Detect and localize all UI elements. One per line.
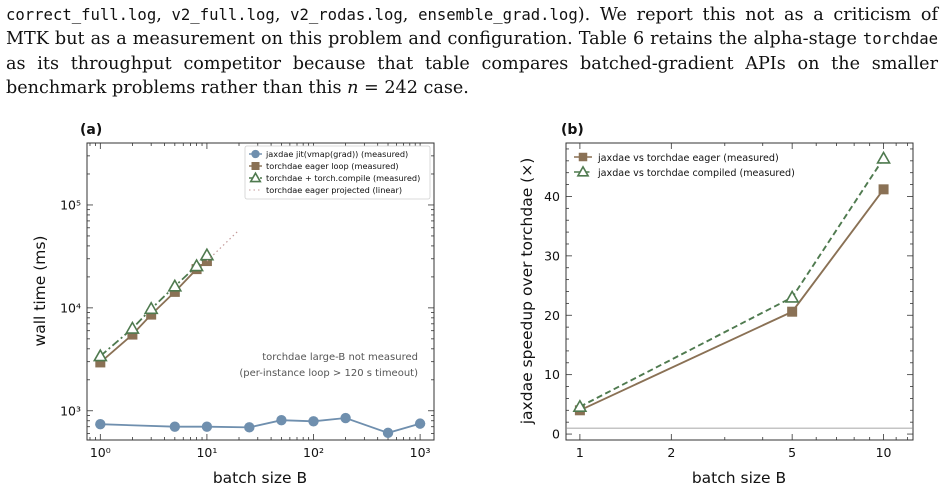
y-tick-label: 10⁵ bbox=[60, 197, 81, 212]
data-point bbox=[191, 264, 202, 275]
series-line bbox=[99, 260, 208, 364]
data-point bbox=[95, 357, 106, 368]
plot-b-frame bbox=[565, 142, 914, 441]
data-point bbox=[244, 422, 255, 433]
log-file-name: v2_rodas.log bbox=[290, 6, 403, 24]
data-point bbox=[125, 320, 140, 334]
panel-a-label: (a) bbox=[80, 122, 102, 138]
legend-glyphs bbox=[574, 152, 592, 177]
log-file-name: ensemble_grad.log bbox=[418, 6, 578, 24]
data-point bbox=[784, 289, 800, 303]
data-point bbox=[189, 258, 204, 272]
plot-a-xlabel: batch size B bbox=[213, 469, 307, 487]
data-point bbox=[92, 348, 108, 362]
legend-glyphs bbox=[249, 149, 262, 191]
legend-label-torchdae-compiled: torchdae + torch.compile (measured) bbox=[266, 173, 420, 183]
data-point bbox=[572, 399, 588, 413]
series-line bbox=[579, 188, 885, 412]
separator: , bbox=[402, 5, 419, 25]
x-tick-label: 10¹ bbox=[196, 445, 217, 460]
y-tick-label: 20 bbox=[544, 308, 560, 323]
plot-a-ylabel: wall time (ms) bbox=[31, 236, 49, 347]
legend-marker bbox=[576, 165, 590, 177]
data-point bbox=[167, 278, 183, 292]
data-point bbox=[169, 421, 181, 432]
plot-b-marks bbox=[572, 150, 891, 416]
log-file-name: correct_full.log bbox=[6, 6, 157, 24]
paragraph-text-run: as its throughput competitor because tha… bbox=[6, 53, 938, 99]
plot-a-marks bbox=[92, 229, 426, 439]
paragraph-text-run: = 242 case. bbox=[358, 78, 469, 99]
plot-b-xlabel: batch size B bbox=[692, 469, 786, 487]
series-line bbox=[99, 254, 208, 357]
panel-a: (a) 10⁰ 10¹ 10² 10³ 10³ 10⁴ 10⁵ batch size B w… bbox=[31, 122, 435, 487]
paragraph-text: correct_full.log, v2_full.log, v2_rodas.… bbox=[6, 3, 938, 101]
legend-marker bbox=[251, 149, 260, 159]
paragraph-text-run: ). We report this not as a criticism of … bbox=[6, 5, 939, 50]
separator: , bbox=[156, 5, 172, 25]
plot-b-ylabel: jaxdae speedup over torchdae (×) bbox=[518, 158, 536, 426]
data-point bbox=[787, 306, 798, 317]
data-point bbox=[143, 301, 159, 315]
legend-label-jaxdae: jaxdae jit(vmap(grad)) (measured) bbox=[265, 149, 408, 159]
data-point bbox=[574, 405, 585, 416]
body-paragraph: correct_full.log, v2_full.log, v2_rodas.… bbox=[6, 3, 938, 101]
legend-label-vs-eager: jaxdae vs torchdae eager (measured) bbox=[597, 153, 779, 164]
data-point bbox=[382, 427, 394, 439]
data-point bbox=[308, 416, 319, 427]
plot-a-annotation-line1: torchdae large-B not measured bbox=[262, 352, 418, 363]
y-tick-label: 40 bbox=[544, 189, 560, 204]
series-line bbox=[100, 417, 421, 434]
legend-label-torchdae-eager: torchdae eager loop (measured) bbox=[266, 161, 399, 171]
data-point bbox=[414, 418, 426, 429]
data-point bbox=[169, 286, 180, 297]
y-tick-label: 10 bbox=[544, 367, 560, 382]
legend-label-projected: torchdae eager projected (linear) bbox=[266, 185, 402, 195]
x-tick-label: 10² bbox=[303, 445, 324, 460]
data-point bbox=[199, 247, 215, 261]
y-tick-label: 0 bbox=[552, 427, 560, 442]
panel-b-label: (b) bbox=[561, 122, 584, 138]
legend-box bbox=[244, 145, 431, 200]
y-tick-label: 10³ bbox=[60, 403, 81, 418]
plot-a-ticks: 10⁰ 10¹ 10² 10³ 10³ 10⁴ 10⁵ bbox=[60, 142, 434, 460]
y-tick-label: 30 bbox=[544, 248, 560, 263]
plot-b-legend: jaxdae vs torchdae eager (measured) jaxd… bbox=[574, 152, 795, 179]
code-torchdae: torchdae bbox=[862, 30, 938, 49]
legend-marker bbox=[249, 171, 262, 183]
math-variable: n bbox=[347, 78, 359, 99]
data-point bbox=[201, 256, 212, 267]
legend-marker bbox=[578, 152, 588, 162]
log-file-name: v2_full.log bbox=[171, 6, 275, 24]
x-tick-label: 2 bbox=[667, 445, 675, 460]
data-point bbox=[95, 419, 106, 430]
data-point bbox=[201, 421, 213, 432]
plot-a-frame bbox=[86, 142, 435, 441]
data-point bbox=[146, 309, 157, 320]
legend-marker bbox=[251, 162, 260, 170]
data-point bbox=[876, 150, 891, 164]
data-point bbox=[878, 184, 889, 195]
x-tick-label: 10³ bbox=[410, 445, 431, 460]
plot-a-legend: jaxdae jit(vmap(grad)) (measured) torchd… bbox=[244, 145, 431, 200]
data-point bbox=[340, 412, 351, 424]
series-line bbox=[206, 229, 240, 262]
x-tick-label: 10⁰ bbox=[90, 445, 111, 460]
y-tick-label: 10⁴ bbox=[60, 300, 81, 315]
plot-a-annotation-line2: (per-instance loop > 120 s timeout) bbox=[239, 368, 418, 379]
plot-b-ticks: 1 2 5 10 0 10 20 30 40 bbox=[544, 143, 913, 460]
data-point bbox=[276, 414, 287, 426]
data-point bbox=[127, 329, 138, 340]
series-line bbox=[579, 157, 885, 408]
legend-label-vs-compiled: jaxdae vs torchdae compiled (measured) bbox=[597, 168, 795, 179]
x-tick-label: 5 bbox=[788, 445, 796, 460]
x-tick-label: 1 bbox=[576, 445, 584, 460]
x-tick-label: 10 bbox=[876, 445, 892, 460]
separator: , bbox=[274, 5, 291, 25]
panel-b: (b) 1 2 5 10 0 10 20 30 40 batch size B jaxdae s… bbox=[518, 122, 914, 487]
